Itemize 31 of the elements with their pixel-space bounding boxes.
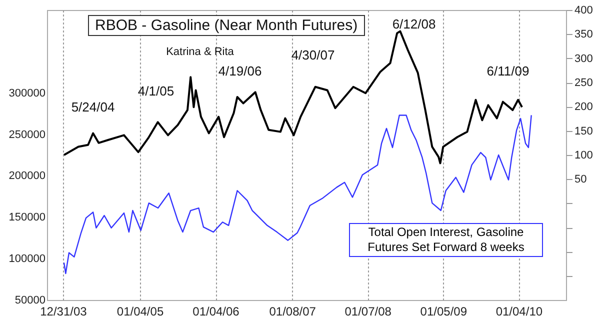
y-tick-label: 200000 bbox=[8, 170, 46, 182]
annotation: 6/12/08 bbox=[392, 16, 436, 32]
x-tick-label: 12/31/03 bbox=[40, 304, 88, 318]
annotation: Katrina & Rita bbox=[166, 46, 234, 58]
x-tick-label: 01/04/05 bbox=[116, 304, 164, 318]
y2-tick-label: 400 bbox=[574, 4, 593, 16]
y2-tick-label: 50 bbox=[574, 174, 587, 186]
annotation: 4/1/05 bbox=[138, 84, 174, 98]
y-tick-label: 250000 bbox=[8, 128, 46, 141]
annotation: 4/30/07 bbox=[291, 48, 335, 62]
x-tick-label: 01/04/10 bbox=[496, 304, 543, 318]
x-tick-label: 01/08/07 bbox=[269, 304, 316, 318]
y2-tick-label: 300 bbox=[574, 52, 593, 65]
line-series bbox=[63, 114, 532, 274]
annotation: 6/11/09 bbox=[486, 64, 530, 78]
annotation: 4/19/06 bbox=[218, 64, 262, 78]
y-tick-label: 300000 bbox=[8, 87, 46, 100]
x-tick-label: 01/05/09 bbox=[420, 304, 468, 318]
x-tick-label: 01/04/06 bbox=[192, 304, 240, 318]
y-tick-label: 100000 bbox=[8, 253, 46, 266]
y2-tick-label: 100 bbox=[574, 150, 593, 162]
text: Total Open Interest, Gasoline Futures Set Forward 8 weeks bbox=[349, 223, 543, 257]
y-tick-label: 50000 bbox=[14, 294, 46, 306]
annotation: 5/24/04 bbox=[71, 100, 115, 114]
y2-tick-label: 350 bbox=[574, 28, 593, 41]
y2-tick-label: 150 bbox=[574, 125, 593, 138]
chart-title: RBOB - Gasoline (Near Month Futures) bbox=[88, 15, 365, 36]
y2-tick-label: 250 bbox=[574, 77, 593, 89]
y2-tick-label: 200 bbox=[574, 101, 593, 114]
x-tick-label: 01/07/08 bbox=[344, 304, 392, 318]
y-tick-label: 150000 bbox=[8, 212, 46, 224]
